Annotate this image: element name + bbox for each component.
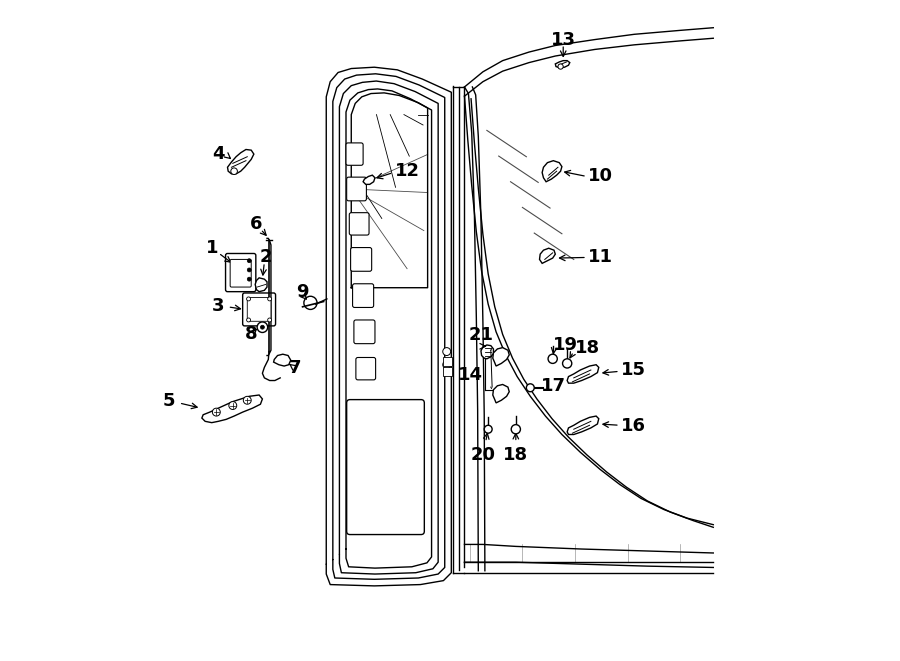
Circle shape [304,296,317,309]
Circle shape [248,258,251,262]
Circle shape [248,277,251,281]
Circle shape [243,397,251,405]
Circle shape [267,297,272,301]
FancyBboxPatch shape [349,213,369,235]
FancyBboxPatch shape [346,177,366,201]
Text: 18: 18 [503,446,528,463]
Circle shape [443,361,451,369]
Polygon shape [555,61,570,68]
Circle shape [229,402,237,409]
Polygon shape [493,385,509,403]
FancyBboxPatch shape [230,259,251,287]
Polygon shape [539,249,555,263]
Circle shape [511,424,520,434]
FancyBboxPatch shape [356,358,375,380]
Polygon shape [542,161,562,182]
FancyBboxPatch shape [346,400,424,535]
FancyBboxPatch shape [443,357,452,366]
Polygon shape [567,416,598,434]
Circle shape [267,318,272,322]
Polygon shape [481,345,493,359]
Polygon shape [202,395,263,422]
Circle shape [260,325,265,329]
Text: 10: 10 [589,167,613,185]
Circle shape [230,168,238,175]
Polygon shape [228,149,254,174]
Circle shape [548,354,557,364]
Text: 11: 11 [589,248,613,266]
Circle shape [562,359,572,368]
Text: 14: 14 [458,366,483,384]
Text: 21: 21 [468,326,493,344]
Text: 3: 3 [212,297,225,315]
Text: 20: 20 [471,446,495,463]
Text: 7: 7 [289,359,302,377]
Circle shape [212,408,220,416]
FancyBboxPatch shape [226,253,256,292]
Circle shape [484,425,492,433]
FancyBboxPatch shape [354,320,375,344]
Text: 8: 8 [245,325,257,343]
Text: 9: 9 [295,284,308,301]
Text: 4: 4 [212,145,225,163]
FancyBboxPatch shape [346,143,363,165]
Polygon shape [493,348,509,366]
Text: 16: 16 [621,417,646,435]
FancyBboxPatch shape [353,284,374,307]
FancyBboxPatch shape [248,297,271,321]
FancyBboxPatch shape [351,248,372,271]
Text: 19: 19 [553,336,578,354]
Circle shape [443,348,451,356]
FancyBboxPatch shape [443,367,452,376]
Polygon shape [256,278,267,292]
Circle shape [257,322,267,332]
Text: 15: 15 [621,361,646,379]
Polygon shape [363,175,375,184]
Text: 5: 5 [163,392,176,410]
Circle shape [248,268,251,272]
Text: 6: 6 [249,215,262,233]
Text: 2: 2 [259,248,272,266]
Circle shape [247,318,250,322]
Text: 13: 13 [551,30,576,48]
Text: 18: 18 [575,338,600,357]
Circle shape [558,64,563,69]
Text: 17: 17 [541,377,566,395]
Text: 12: 12 [395,162,419,180]
Polygon shape [274,354,291,366]
Text: 1: 1 [205,239,218,257]
Circle shape [247,297,250,301]
FancyBboxPatch shape [243,293,275,326]
Circle shape [526,384,535,392]
Polygon shape [567,365,598,383]
